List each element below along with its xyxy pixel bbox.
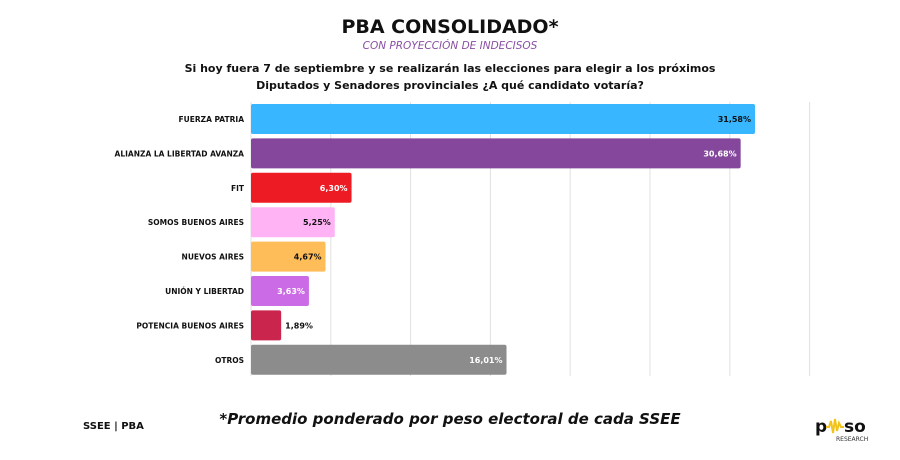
- pulso-logo: p so RESEARCH: [812, 414, 872, 448]
- data-label: 16,01%: [469, 356, 502, 365]
- bar: [251, 344, 507, 375]
- bar: [251, 138, 741, 169]
- svg-text:RESEARCH: RESEARCH: [836, 436, 868, 443]
- question-line-1: Si hoy fuera 7 de septiembre y se realiz…: [184, 62, 716, 75]
- data-label: 30,68%: [703, 149, 736, 158]
- svg-text:so: so: [844, 417, 866, 437]
- bar: [251, 310, 282, 341]
- data-label: 6,30%: [320, 184, 348, 193]
- data-label: 4,67%: [294, 253, 322, 262]
- svg-text:p: p: [815, 417, 827, 437]
- survey-question: Si hoy fuera 7 de septiembre y se realiz…: [0, 60, 900, 94]
- category-label: UNIÓN Y LIBERTAD: [165, 287, 244, 296]
- category-label: SOMOS BUENOS AIRES: [148, 218, 244, 227]
- category-label: POTENCIA BUENOS AIRES: [136, 321, 244, 330]
- category-label: FIT: [231, 184, 245, 193]
- category-label: ALIANZA LA LIBERTAD AVANZA: [115, 149, 245, 158]
- category-label: OTROS: [215, 356, 244, 365]
- data-label: 3,63%: [277, 287, 305, 296]
- question-line-2: Diputados y Senadores provinciales ¿A qu…: [256, 79, 644, 92]
- chart-title: PBA CONSOLIDADO*: [341, 16, 559, 38]
- source-label: SSEE | PBA: [83, 421, 144, 432]
- category-label: NUEVOS AIRES: [182, 253, 244, 262]
- category-label: FUERZA PATRIA: [179, 115, 245, 124]
- bar: [251, 276, 309, 306]
- chart-subtitle: CON PROYECCIÓN DE INDECISOS: [362, 40, 538, 52]
- footnote: *Promedio ponderado por peso electoral d…: [219, 410, 681, 428]
- data-label: 31,58%: [718, 115, 751, 124]
- bar: [251, 172, 352, 203]
- bar: [251, 241, 326, 272]
- bar: [251, 104, 756, 134]
- data-label: 1,89%: [285, 321, 313, 330]
- data-label: 5,25%: [303, 218, 331, 227]
- bar: [251, 207, 335, 238]
